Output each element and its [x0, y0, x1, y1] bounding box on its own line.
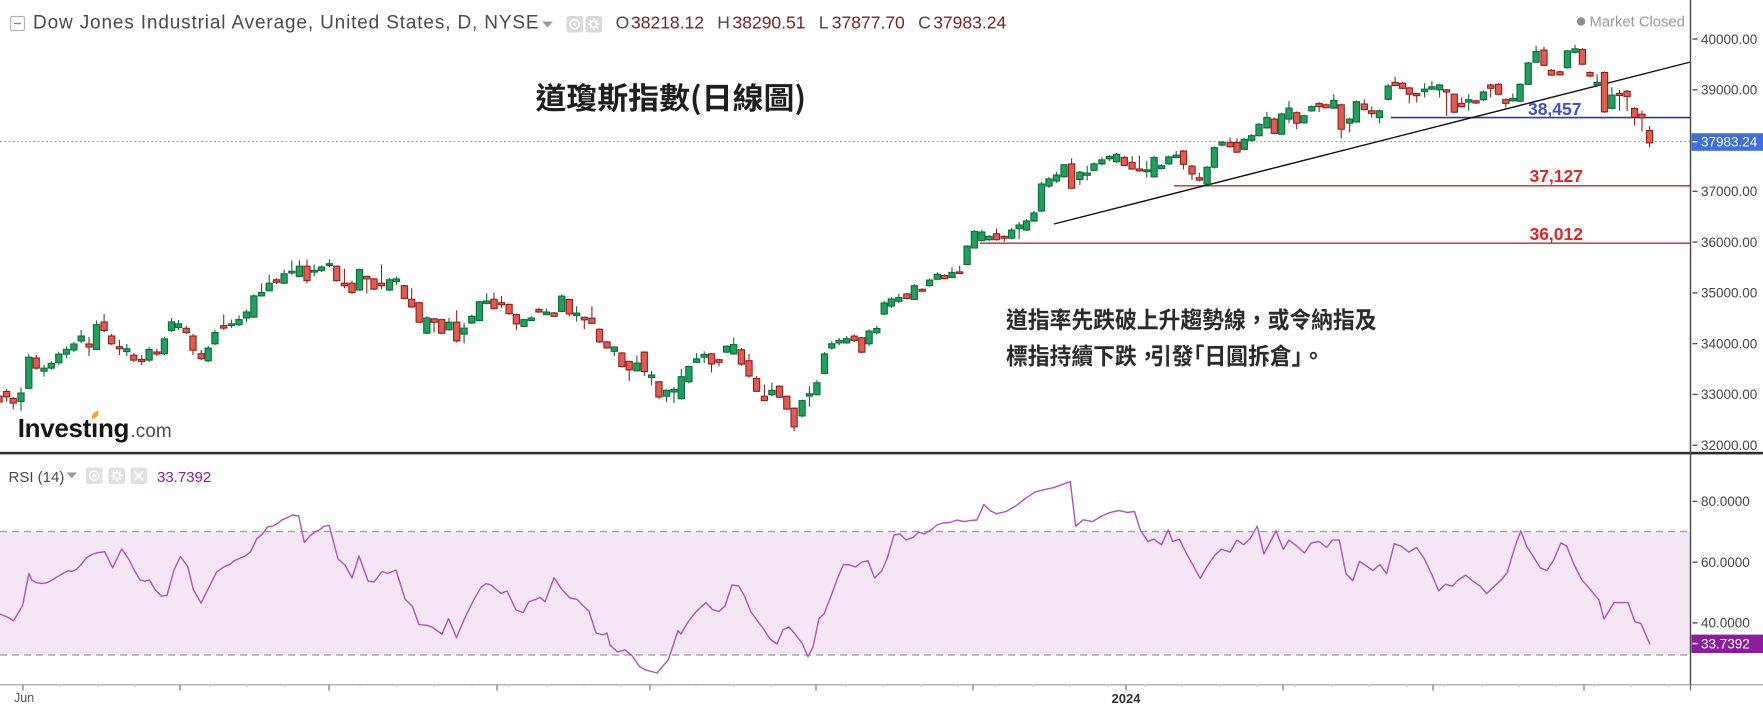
svg-text:Dow Jones Industrial Average,: Dow Jones Industrial Average, United Sta… [33, 13, 539, 34]
svg-text:40.0000: 40.0000 [1701, 616, 1750, 631]
svg-text:39000.00: 39000.00 [1701, 83, 1757, 98]
svg-text:40000.00: 40000.00 [1701, 32, 1757, 47]
svg-text:2024: 2024 [1112, 691, 1142, 706]
svg-text:38290.51: 38290.51 [733, 13, 806, 33]
svg-text:37983.24: 37983.24 [933, 13, 1006, 33]
svg-text:C: C [918, 13, 931, 33]
svg-text:35000.00: 35000.00 [1701, 286, 1757, 301]
svg-text:O: O [616, 13, 630, 33]
svg-text:80.0000: 80.0000 [1701, 494, 1750, 509]
svg-text:60.0000: 60.0000 [1701, 555, 1750, 570]
svg-text:36,012: 36,012 [1529, 224, 1583, 244]
svg-text:Investıng: Investıng [18, 413, 129, 443]
svg-text:32000.00: 32000.00 [1701, 438, 1757, 453]
svg-text:33.7392: 33.7392 [157, 469, 211, 486]
svg-text:33000.00: 33000.00 [1701, 387, 1757, 402]
svg-text:33.7392: 33.7392 [1701, 636, 1750, 651]
svg-text:RSI (14): RSI (14) [9, 469, 65, 486]
svg-text:Jun: Jun [14, 691, 34, 705]
svg-text:38,457: 38,457 [1528, 99, 1582, 119]
svg-text:38218.12: 38218.12 [631, 13, 704, 33]
svg-text:H: H [717, 13, 730, 33]
svg-text:37877.70: 37877.70 [832, 13, 905, 33]
svg-text:37000.00: 37000.00 [1701, 184, 1757, 199]
svg-text:.com: .com [131, 421, 172, 442]
svg-text:36000.00: 36000.00 [1701, 235, 1757, 250]
svg-text:Market Closed: Market Closed [1590, 15, 1685, 31]
svg-text:34000.00: 34000.00 [1701, 336, 1757, 351]
svg-text:37983.24: 37983.24 [1701, 135, 1758, 150]
svg-text:L: L [819, 13, 829, 33]
svg-text:37,127: 37,127 [1529, 166, 1583, 186]
